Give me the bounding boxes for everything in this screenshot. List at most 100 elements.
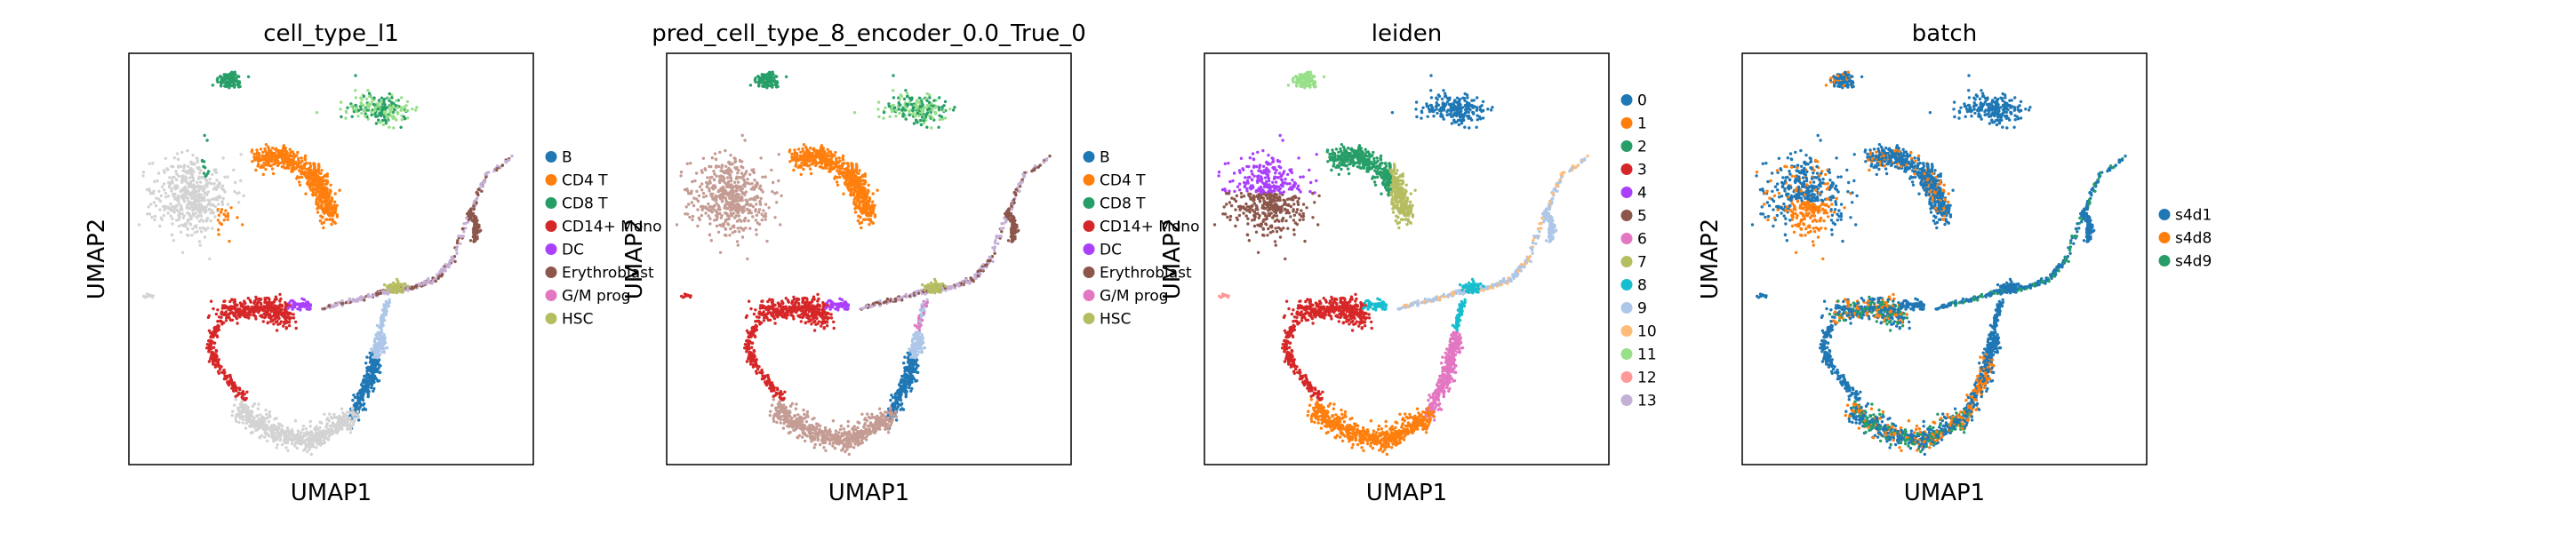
data-point — [930, 126, 933, 130]
data-point — [331, 424, 334, 427]
data-point — [735, 203, 739, 206]
data-point — [325, 182, 329, 186]
data-point — [694, 171, 699, 175]
data-point — [700, 182, 704, 186]
data-point — [220, 306, 224, 310]
data-point — [265, 152, 268, 155]
data-point — [745, 181, 748, 185]
data-point — [252, 299, 257, 303]
data-point — [292, 167, 296, 171]
data-point — [264, 431, 268, 434]
data-point — [476, 192, 479, 195]
data-point — [257, 402, 260, 406]
data-point — [173, 192, 177, 196]
data-point — [287, 316, 291, 320]
data-point — [191, 177, 196, 180]
data-point — [266, 145, 270, 149]
data-point — [492, 169, 496, 173]
data-point — [329, 183, 332, 187]
data-point — [251, 160, 254, 163]
data-point — [244, 426, 248, 430]
data-point — [748, 172, 752, 177]
data-point — [468, 211, 471, 215]
data-point — [159, 194, 164, 198]
data-point — [268, 298, 271, 302]
data-point — [246, 405, 250, 410]
data-point — [316, 163, 321, 166]
data-point — [406, 284, 410, 288]
data-point — [750, 182, 754, 186]
data-point — [766, 84, 770, 88]
data-point — [147, 205, 150, 209]
data-point — [323, 306, 326, 311]
data-point — [887, 104, 891, 108]
data-point — [916, 111, 920, 115]
data-point — [276, 310, 279, 314]
data-point — [457, 235, 460, 238]
data-point — [276, 430, 280, 434]
data-point — [804, 145, 808, 149]
data-point — [175, 196, 179, 200]
data-point — [254, 295, 258, 299]
data-point — [274, 154, 278, 157]
legend-marker — [545, 266, 557, 278]
data-point — [318, 420, 322, 424]
data-point — [691, 218, 694, 222]
data-point — [264, 167, 268, 171]
data-point — [475, 201, 478, 204]
data-point — [882, 110, 886, 115]
data-point — [837, 156, 841, 160]
data-point — [195, 203, 199, 207]
data-point — [180, 179, 184, 183]
data-point — [377, 353, 380, 356]
data-point — [204, 191, 208, 195]
data-point — [190, 196, 194, 200]
data-point — [224, 76, 228, 80]
data-point — [299, 165, 302, 170]
data-point — [194, 206, 197, 211]
data-point — [684, 212, 687, 216]
data-point — [192, 170, 196, 174]
data-point — [755, 233, 758, 236]
data-point — [293, 444, 297, 448]
data-point — [851, 163, 854, 166]
legend-label: G/M prog — [562, 288, 631, 306]
data-point — [238, 417, 243, 420]
data-point — [817, 161, 821, 164]
data-point — [313, 180, 316, 184]
data-point — [312, 172, 316, 176]
data-point — [194, 224, 198, 227]
data-point — [851, 174, 854, 179]
data-point — [192, 186, 196, 190]
data-point — [426, 277, 430, 282]
data-point — [360, 394, 364, 398]
data-point — [314, 439, 317, 442]
data-point — [331, 218, 334, 221]
data-point — [701, 191, 706, 195]
data-point — [373, 108, 377, 113]
data-point — [790, 158, 795, 162]
data-point — [701, 156, 706, 160]
data-point — [211, 330, 215, 334]
data-point — [755, 203, 758, 206]
data-point — [361, 403, 365, 407]
data-point — [854, 203, 858, 207]
data-point — [716, 203, 720, 208]
y-axis-label: UMAP2 — [84, 219, 110, 299]
data-point — [234, 180, 237, 185]
data-point — [213, 365, 218, 369]
data-point — [374, 344, 378, 348]
data-point — [170, 233, 174, 236]
data-point — [301, 424, 306, 428]
data-point — [747, 219, 750, 223]
data-point — [385, 346, 389, 350]
data-point — [724, 206, 728, 211]
data-point — [732, 156, 736, 160]
data-point — [239, 179, 243, 183]
data-point — [400, 118, 404, 122]
data-point — [745, 202, 749, 206]
data-point — [313, 165, 316, 169]
data-point — [197, 203, 201, 206]
data-point — [172, 164, 175, 169]
data-point — [332, 430, 335, 434]
